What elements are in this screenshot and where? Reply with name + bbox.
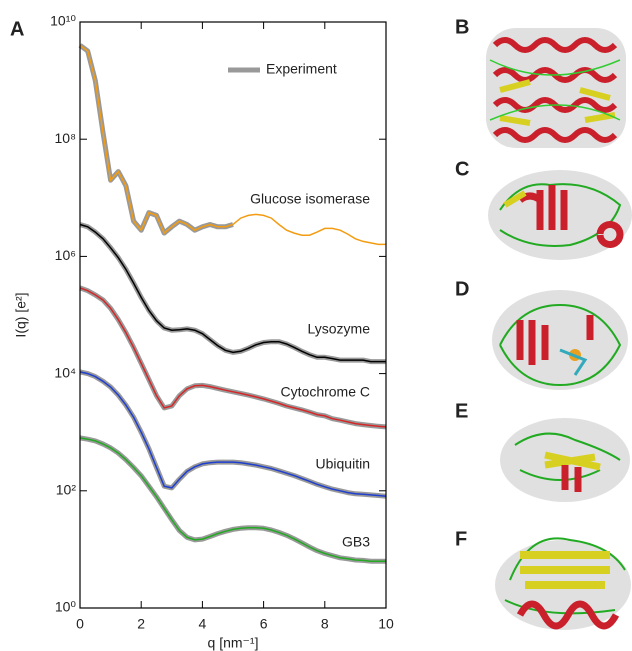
- fit-line: [79, 371, 387, 497]
- legend-label: Experiment: [266, 61, 337, 77]
- x-axis-label: q [nm⁻¹]: [208, 635, 259, 651]
- x-tick-label: 2: [137, 616, 145, 632]
- series-label: GB3: [342, 534, 370, 550]
- x-tick-label: 8: [321, 616, 329, 632]
- fit-line: [79, 287, 387, 428]
- panel-label: F: [455, 528, 467, 550]
- protein-e: [500, 418, 630, 502]
- fit-line: [79, 223, 386, 363]
- protein-d: [492, 290, 628, 390]
- structure-panels: B C D E F: [455, 16, 632, 630]
- series-label: Cytochrome C: [281, 384, 370, 400]
- y-tick-label: 10¹⁰: [50, 13, 76, 29]
- fit-line: [79, 44, 386, 246]
- protein-b: [486, 28, 626, 148]
- y-axis-label: I(q) [e²]: [13, 292, 29, 337]
- panel-label: E: [455, 400, 468, 422]
- series-label: Glucose isomerase: [250, 191, 370, 207]
- panel-label: C: [455, 158, 469, 180]
- plot-frame: [79, 21, 387, 609]
- fit-line: [79, 437, 386, 562]
- series-label: Ubiquitin: [316, 456, 370, 472]
- experiment-line: [79, 222, 386, 365]
- x-tick-label: 4: [199, 616, 207, 632]
- panel-label: B: [455, 16, 469, 38]
- x-tick-label: 10: [378, 616, 394, 632]
- series-label: Lysozyme: [307, 321, 370, 337]
- x-tick-label: 6: [260, 616, 268, 632]
- protein-f: [495, 537, 631, 630]
- experiment-line: [78, 43, 234, 236]
- y-tick-label: 10⁰: [55, 599, 77, 615]
- y-tick-label: 10²: [56, 482, 77, 498]
- panel-label: A: [10, 18, 24, 40]
- y-tick-label: 10⁴: [54, 364, 76, 380]
- x-tick-label: 0: [76, 616, 84, 632]
- protein-c: [488, 170, 632, 260]
- y-tick-label: 10⁶: [55, 247, 76, 263]
- panel-label: D: [455, 278, 469, 300]
- y-tick-label: 10⁸: [55, 130, 77, 146]
